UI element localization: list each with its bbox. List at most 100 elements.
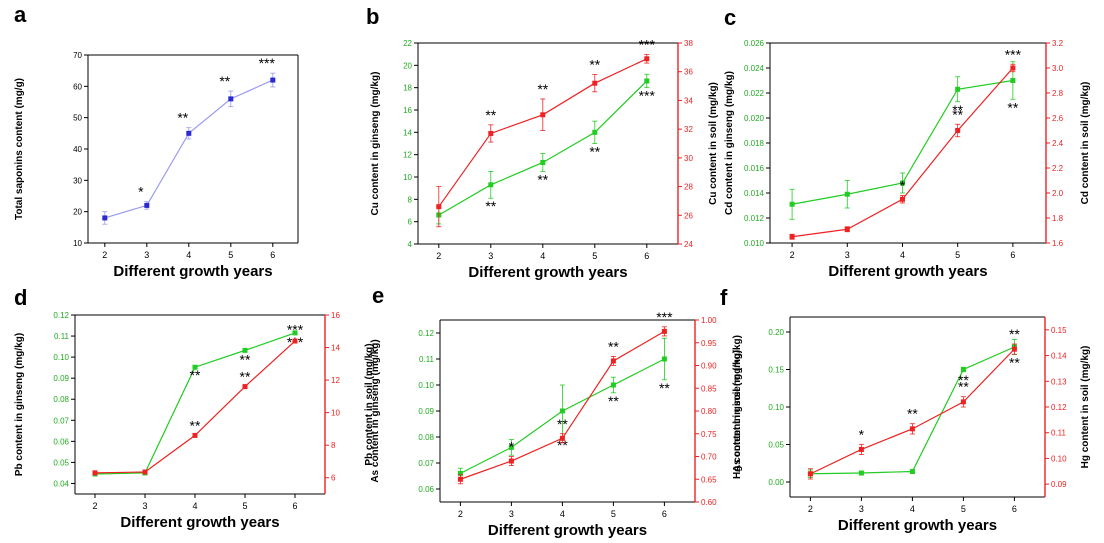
x-tick-label: 6 [662, 509, 667, 519]
x-tick-label: 3 [845, 250, 850, 260]
data-point [436, 204, 442, 210]
y-tick-label: 0.12 [418, 329, 434, 338]
y-tick-label: 0.020 [744, 114, 765, 123]
y-tick-label: 0.12 [53, 311, 69, 320]
x-tick-label: 5 [955, 250, 960, 260]
data-point [1010, 78, 1016, 83]
significance-mark: ** [485, 198, 496, 214]
y-tick-label-right: 0.10 [1051, 454, 1067, 463]
x-tick-label: 4 [910, 504, 915, 514]
significance-mark: *** [287, 321, 304, 337]
data-point [508, 444, 514, 450]
x-tick-label: 2 [92, 501, 97, 511]
data-point [789, 234, 795, 240]
series-left: ******* [457, 337, 670, 480]
data-point [844, 191, 850, 197]
significance-mark: * [900, 178, 906, 194]
chart-panel-a: a 2 3 4 5 6 10 20 30 40 50 60 70 Different growth yea… [14, 2, 299, 280]
y-tick-label: 0.11 [54, 332, 70, 341]
x-tick-label: 4 [900, 250, 905, 260]
y-tick-label: 0.11 [419, 355, 435, 364]
significance-mark: *** [259, 55, 276, 71]
y-tick-label: 16 [403, 106, 412, 115]
panel-label: d [14, 285, 27, 310]
data-point [909, 469, 915, 474]
y-tick-label-right: 30 [684, 154, 693, 163]
significance-mark: * [859, 426, 865, 442]
y-tick-label-right: 0.80 [701, 407, 717, 416]
y-tick-label: 0.10 [768, 403, 784, 412]
data-point [661, 356, 667, 362]
significance-mark: ** [240, 351, 251, 367]
significance-mark: ** [952, 102, 963, 118]
panel-label: a [14, 2, 27, 27]
x-axis-title: Different growth years [838, 517, 997, 534]
data-point [844, 226, 850, 232]
y-tick-label-right: 28 [684, 183, 693, 192]
data-point [1010, 65, 1016, 71]
y-axis-title-right: Cu content in soil (mg/kg) [708, 82, 719, 205]
y-tick-label: 0.06 [418, 485, 434, 494]
panel-label: c [724, 5, 736, 30]
series-right: ******* [807, 326, 1020, 480]
significance-mark: ** [958, 379, 969, 395]
series-left: ******* [92, 330, 304, 477]
data-point [457, 470, 463, 476]
y-tick-label: 4 [408, 240, 413, 249]
y-tick-label: 0.10 [53, 353, 69, 362]
significance-mark: ** [608, 338, 619, 354]
y-axis-title-right: Hg content in soil (mg/kg) [1080, 346, 1091, 469]
x-tick-label: 6 [644, 251, 649, 261]
data-point [228, 96, 234, 102]
y-tick-label-right: 0.09 [1051, 480, 1067, 489]
data-point [960, 399, 966, 405]
y-tick-label: 0.016 [744, 164, 765, 173]
series-line [94, 340, 296, 474]
y-tick-label: 0.018 [744, 139, 765, 148]
chart-panel-f: f 2 3 4 5 6 0.00 0.05 0.10 0.15 0.20 0.09 0.10 0.11 0.… [720, 285, 1091, 534]
y-tick-label: 0.06 [53, 437, 69, 446]
x-tick-label: 5 [242, 501, 247, 511]
y-tick-label: 0.08 [418, 433, 434, 442]
y-axis-title-right: Pb content in soil (mg/kg) [364, 343, 375, 465]
series-right: ********* [436, 36, 656, 228]
y-tick-label: 0.07 [53, 416, 69, 425]
y-tick-label: 0.012 [744, 214, 765, 223]
data-point [508, 458, 514, 464]
data-point [858, 470, 864, 476]
series-left: ********* [436, 73, 656, 225]
y-tick-label-right: 3.0 [1052, 64, 1064, 73]
y-tick-label-right: 10 [331, 409, 340, 418]
x-tick-label: 2 [790, 250, 795, 260]
y-tick-label: 30 [73, 176, 82, 185]
data-point [644, 56, 650, 62]
significance-mark: ** [190, 367, 201, 383]
data-point [457, 476, 463, 482]
series-right: ****** [789, 46, 1022, 240]
chart-panel-d: d 2 3 4 5 6 0.04 0.05 0.06 0.07 0.08 0.09 0.10 0.11 0.… [14, 285, 375, 531]
y-tick-label-right: 0.95 [701, 339, 717, 348]
x-tick-label: 5 [592, 251, 597, 261]
y-tick-label-right: 16 [331, 311, 340, 320]
x-tick-label: 3 [509, 509, 514, 519]
y-tick-label: 10 [73, 239, 82, 248]
y-axis-title: Cu content in ginseng (mg/kg) [370, 72, 381, 216]
y-tick-label: 0.014 [744, 189, 765, 198]
y-tick-label-right: 2.0 [1052, 189, 1064, 198]
y-tick-label-right: 12 [331, 376, 340, 385]
y-tick-label: 0.022 [744, 89, 765, 98]
significance-mark: ** [557, 437, 568, 453]
data-point [488, 130, 494, 136]
x-tick-label: 6 [270, 250, 275, 260]
y-tick-label-right: 2.2 [1052, 164, 1064, 173]
x-axis-title: Different growth years [468, 264, 627, 281]
y-tick-label: 0.04 [53, 479, 69, 488]
y-tick-label: 0.09 [418, 407, 434, 416]
y-tick-label: 22 [403, 39, 412, 48]
panel-label: b [366, 4, 379, 29]
significance-mark: *** [1005, 46, 1022, 62]
significance-mark: ** [190, 417, 201, 433]
x-tick-label: 4 [186, 250, 191, 260]
y-tick-label-right: 32 [684, 125, 693, 134]
y-tick-label-right: 0.75 [701, 430, 717, 439]
